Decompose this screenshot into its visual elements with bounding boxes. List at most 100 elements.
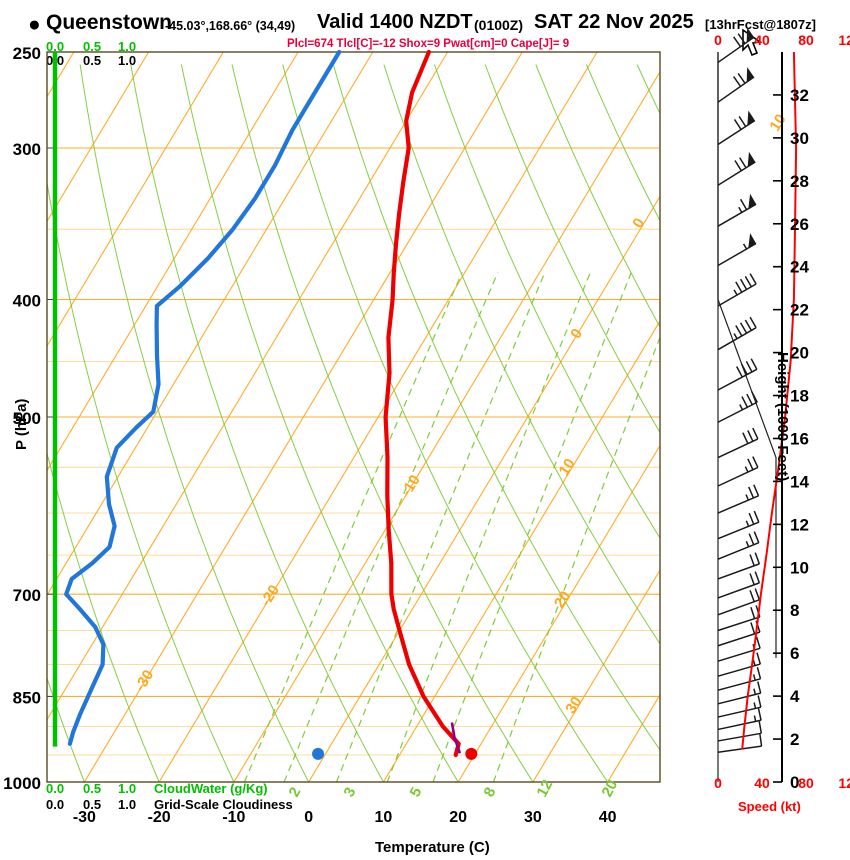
wind-barb-shaft [717, 616, 761, 632]
speed-tick-label: 0 [714, 775, 722, 791]
wind-barb-shaft [717, 745, 762, 753]
dry-adiabat-line [383, 64, 660, 645]
cloudiness-tick-2: 1.0 [118, 797, 137, 812]
top-cloudiness-tick-1: 0.5 [83, 53, 102, 68]
station-bullet-icon: ● [28, 13, 41, 36]
wind-barb-full [755, 636, 761, 649]
wind-barb-full [754, 552, 761, 565]
pressure-tick-label: 300 [13, 140, 41, 159]
isotherm-line [233, 70, 660, 782]
wind-barb-shaft [717, 692, 761, 705]
wind-barb-full [742, 432, 749, 444]
wind-barb-full [753, 510, 760, 523]
height-tick-label: 28 [790, 172, 809, 191]
wind-barb-half [744, 466, 749, 473]
wind-barb-half [745, 540, 750, 548]
temperature-tick-label: 0 [304, 809, 313, 826]
top-cloudwater-tick-2: 1.0 [118, 39, 137, 54]
wind-barb-full [750, 622, 756, 635]
isotherm-value-label: 0 [567, 326, 586, 342]
isotherm-line [532, 569, 660, 782]
temperature-tick-label: -20 [148, 809, 171, 826]
wind-barb-full [748, 486, 755, 499]
wind-barb-full [749, 273, 757, 285]
mixing-ratio-line [432, 272, 632, 782]
dry-adiabat-line [47, 676, 85, 782]
wind-barb-full [757, 695, 762, 708]
height-tick-label: 32 [790, 86, 809, 105]
isotherm-line [83, 52, 523, 782]
cloudiness-legend-label: Grid-Scale Cloudiness [154, 797, 293, 812]
wind-barb-full [739, 198, 748, 211]
valid-time-zulu: (0100Z) [474, 17, 524, 33]
wind-barbs-layer [717, 27, 763, 753]
wind-barb-full [757, 681, 762, 694]
temperature-tick-label: 30 [524, 809, 542, 826]
height-tick-label: 20 [790, 344, 809, 363]
wind-barb-half [738, 206, 743, 213]
wind-barb-full [753, 484, 760, 497]
speed-tick-label: 0 [714, 32, 722, 48]
isotherm-line [682, 52, 850, 782]
cloudwater-tick-1: 0.5 [83, 781, 102, 796]
wind-barb-full [739, 322, 748, 334]
wind-barb-full [751, 391, 758, 403]
wind-barb-full [733, 76, 742, 87]
wind-barb-full [749, 590, 755, 602]
mixing-ratio-line [492, 335, 660, 782]
dry-adiabat-line [484, 64, 660, 434]
wind-barb-pennant [747, 110, 755, 126]
speed-tick-label: 40 [754, 775, 770, 791]
cloudiness-tick-0: 0.0 [46, 797, 65, 812]
height-tick-label: 18 [790, 387, 809, 406]
mixing-ratio-label: 20 [599, 777, 622, 800]
wind-barb-full [747, 430, 754, 442]
wind-barb-shaft [717, 599, 760, 616]
height-axis-label: Height (1000 Feet) [774, 352, 791, 482]
wind-barb-full [750, 358, 758, 370]
wind-barb-full [752, 456, 759, 468]
pressure-tick-label: 850 [13, 688, 41, 707]
wind-barb-full [737, 73, 746, 84]
isotherm-line [308, 195, 660, 782]
wind-barb-shaft [717, 663, 761, 677]
isotherm-value-label: 10 [556, 456, 579, 479]
station-coordinates: -45.03°,168.66° (34,49) [165, 19, 296, 33]
dry-adiabat-line [434, 64, 660, 540]
isotherm-line [47, 52, 224, 347]
wind-barb-shaft [717, 119, 756, 146]
dry-adiabat-line [180, 64, 459, 782]
wind-barb-shaft [717, 631, 761, 647]
wind-barb-shaft [717, 438, 759, 459]
height-tick-label: 22 [790, 301, 809, 320]
wind-barb-half [742, 243, 748, 250]
temperature-tick-label: -10 [222, 809, 245, 826]
height-tick-label: 30 [790, 129, 809, 148]
pressure-tick-label: 250 [13, 44, 41, 63]
surface-temperature-dot [465, 747, 478, 760]
wind-barb-full [756, 652, 762, 665]
speed-tick-label: 120 [838, 32, 850, 48]
isotherm-value-label: -10 [398, 472, 424, 499]
wind-barb-pennant [747, 151, 756, 167]
dry-adiabat-line [47, 179, 235, 782]
wind-barb-half [753, 688, 757, 695]
isotherm-line [47, 52, 449, 721]
isotherm-value-label: 20 [551, 588, 574, 611]
wind-barb-full [750, 606, 756, 619]
wind-barb-full [744, 276, 752, 288]
parcel-curve [450, 722, 461, 754]
wind-barb-shaft [717, 495, 759, 514]
isotherm-line [47, 52, 374, 597]
speed-tick-label: 80 [798, 32, 814, 48]
speed-tick-label: 40 [754, 32, 770, 48]
dry-adiabat-line [840, 65, 850, 783]
height-tick-label: 14 [790, 472, 809, 491]
isotherm-line [757, 52, 850, 782]
height-tick-label: 8 [790, 601, 799, 620]
temperature-tick-label: -30 [73, 809, 96, 826]
wind-barb-pennant [746, 67, 755, 83]
wind-barb-full [752, 427, 759, 440]
wind-barb-shaft [717, 521, 760, 540]
wind-barb-full [733, 36, 742, 48]
